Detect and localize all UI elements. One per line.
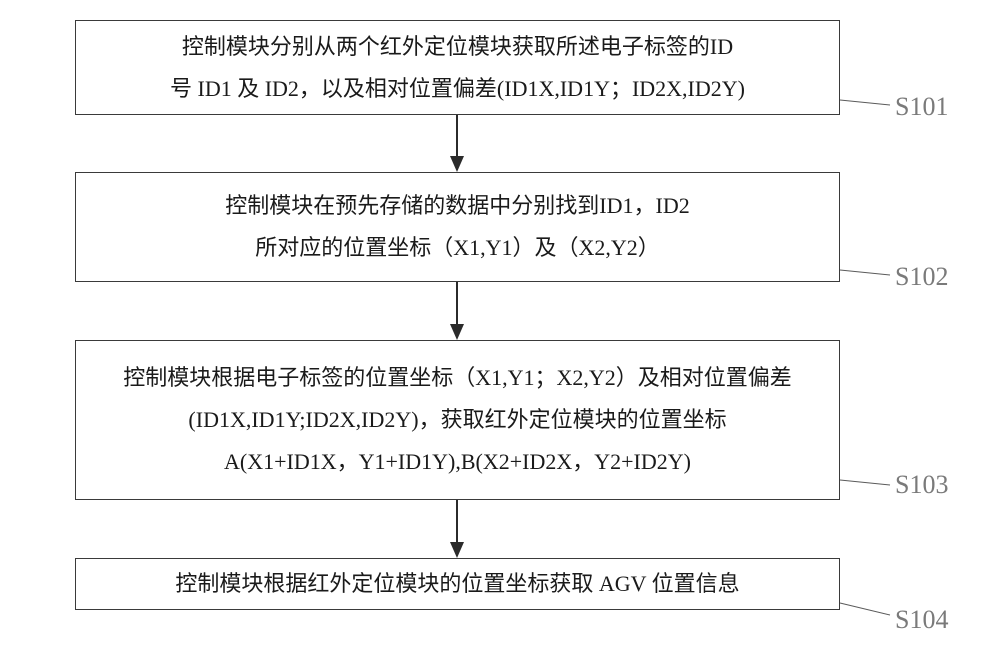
arrow-3 bbox=[0, 0, 1000, 666]
flowchart-canvas: 控制模块分别从两个红外定位模块获取所述电子标签的ID号 ID1 及 ID2，以及… bbox=[0, 0, 1000, 666]
